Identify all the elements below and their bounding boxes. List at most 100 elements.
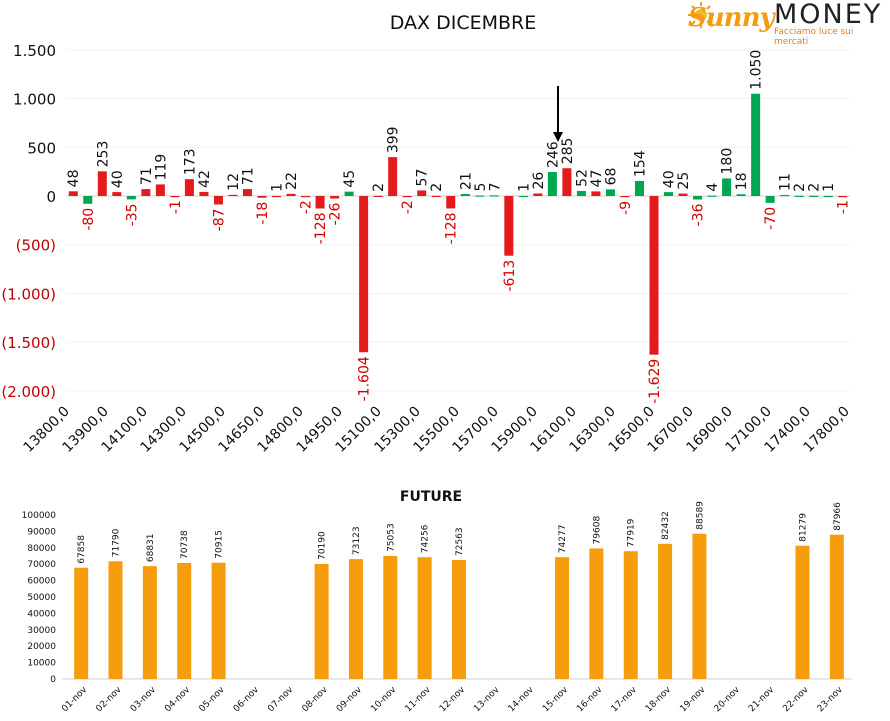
bar <box>620 196 630 198</box>
bar <box>504 196 514 256</box>
future-bar-label: 74256 <box>421 524 431 553</box>
chart-title: DAX DICEMBRE <box>389 12 537 34</box>
future-bar <box>692 533 707 679</box>
x-tick-label: 01-nov <box>60 685 90 715</box>
bar <box>272 195 282 198</box>
bar-data-label: 57 <box>415 169 431 187</box>
x-tick-label: 09-nov <box>335 685 365 715</box>
bar-data-label: 1 <box>516 183 532 192</box>
bar-data-label: 253 <box>95 141 111 168</box>
bar <box>809 195 819 198</box>
bar-data-label: 40 <box>110 170 126 188</box>
y-tick-label: 100000 <box>22 511 57 521</box>
x-tick-label: 20-nov <box>713 685 743 715</box>
y-tick-label: 0 <box>50 675 56 685</box>
future-chart-title: FUTURE <box>399 489 463 505</box>
future-bar <box>555 557 570 679</box>
bar-data-label: 2 <box>429 183 445 192</box>
bar-data-label: -26 <box>328 202 344 225</box>
brand-name-sunny: Sunny <box>688 3 775 33</box>
bar-data-label: 21 <box>458 172 474 190</box>
bar <box>199 191 209 196</box>
bar <box>97 171 107 196</box>
bar-data-label: -128 <box>313 212 329 244</box>
future-bar <box>314 563 329 679</box>
future-bar <box>383 555 398 679</box>
bar-data-label: 71 <box>139 167 155 185</box>
bar-data-label: 42 <box>197 170 213 188</box>
bar <box>591 191 601 196</box>
bar <box>794 195 804 198</box>
x-tick-label: 02-nov <box>94 685 124 715</box>
bar-data-label: -2 <box>299 200 315 214</box>
bar-data-label: -36 <box>691 203 707 226</box>
future-bar-label: 81279 <box>798 513 808 542</box>
x-tick-label: 12-nov <box>438 685 468 715</box>
bar-data-label: 285 <box>560 138 576 165</box>
future-bar <box>452 559 466 679</box>
bar <box>664 192 674 196</box>
bar <box>170 196 180 198</box>
future-bar-label: 68831 <box>146 533 156 562</box>
x-tick-label: 06-nov <box>232 685 262 715</box>
future-bar-label: 74277 <box>558 525 568 554</box>
bar-data-label: 22 <box>284 172 300 190</box>
bar <box>722 178 732 196</box>
bar <box>518 195 528 198</box>
bar <box>141 189 151 196</box>
bar-data-label: 47 <box>589 170 605 188</box>
bar-data-label: 25 <box>676 172 692 190</box>
bar <box>736 194 746 196</box>
bar <box>431 195 441 198</box>
bar <box>184 179 194 196</box>
bar-data-label: -2 <box>400 200 416 214</box>
y-tick-label: 60000 <box>27 577 56 587</box>
bar-data-label: -70 <box>763 207 779 230</box>
bar-data-label: 2 <box>792 183 808 192</box>
x-tick-label: 22-nov <box>781 685 811 715</box>
bar-data-label: 52 <box>574 169 590 187</box>
future-bar-label: 67858 <box>77 535 87 564</box>
bar-data-label: -35 <box>124 203 140 226</box>
sun-icon <box>688 2 714 28</box>
x-tick-label: 04-nov <box>163 685 193 715</box>
bar-data-label: 1.050 <box>749 50 765 90</box>
bar <box>257 196 267 198</box>
y-tick-label: 40000 <box>27 609 56 619</box>
y-tick-label: (500) <box>16 237 56 255</box>
y-tick-label: 20000 <box>27 642 56 652</box>
x-tick-label: 16-nov <box>575 685 605 715</box>
x-tick-label: 08-nov <box>301 685 331 715</box>
bar <box>780 194 790 197</box>
bar-data-label: 173 <box>182 148 198 175</box>
bar-data-label: 119 <box>153 154 169 181</box>
bar-data-label: 246 <box>545 141 561 168</box>
bar-data-label: 68 <box>603 168 619 186</box>
future-bar-label: 72563 <box>455 527 465 556</box>
bar-data-label: 180 <box>720 148 736 175</box>
bar <box>242 189 252 196</box>
bar <box>402 196 412 198</box>
bar <box>533 193 543 196</box>
future-bar-label: 70190 <box>318 531 328 560</box>
bar <box>155 184 165 196</box>
bar <box>678 193 688 196</box>
x-tick-label: 17-nov <box>610 685 640 715</box>
future-bar-label: 88589 <box>695 501 705 530</box>
future-bar-label: 71790 <box>112 528 122 557</box>
bar <box>649 196 659 355</box>
bar <box>359 196 369 353</box>
future-bar <box>348 559 363 679</box>
future-bar <box>658 543 673 679</box>
bar <box>765 196 775 203</box>
x-tick-label: 23-nov <box>816 685 846 715</box>
future-bar <box>623 551 638 679</box>
y-tick-label: (2.000) <box>1 383 56 401</box>
bar-data-label: -87 <box>211 208 227 231</box>
future-bar <box>108 561 123 679</box>
bar-data-label: 48 <box>66 169 82 187</box>
x-tick-label: 19-nov <box>678 685 708 715</box>
y-tick-label: 80000 <box>27 544 56 554</box>
bar-data-label: 71 <box>240 167 256 185</box>
bar-data-label: 18 <box>734 172 750 190</box>
